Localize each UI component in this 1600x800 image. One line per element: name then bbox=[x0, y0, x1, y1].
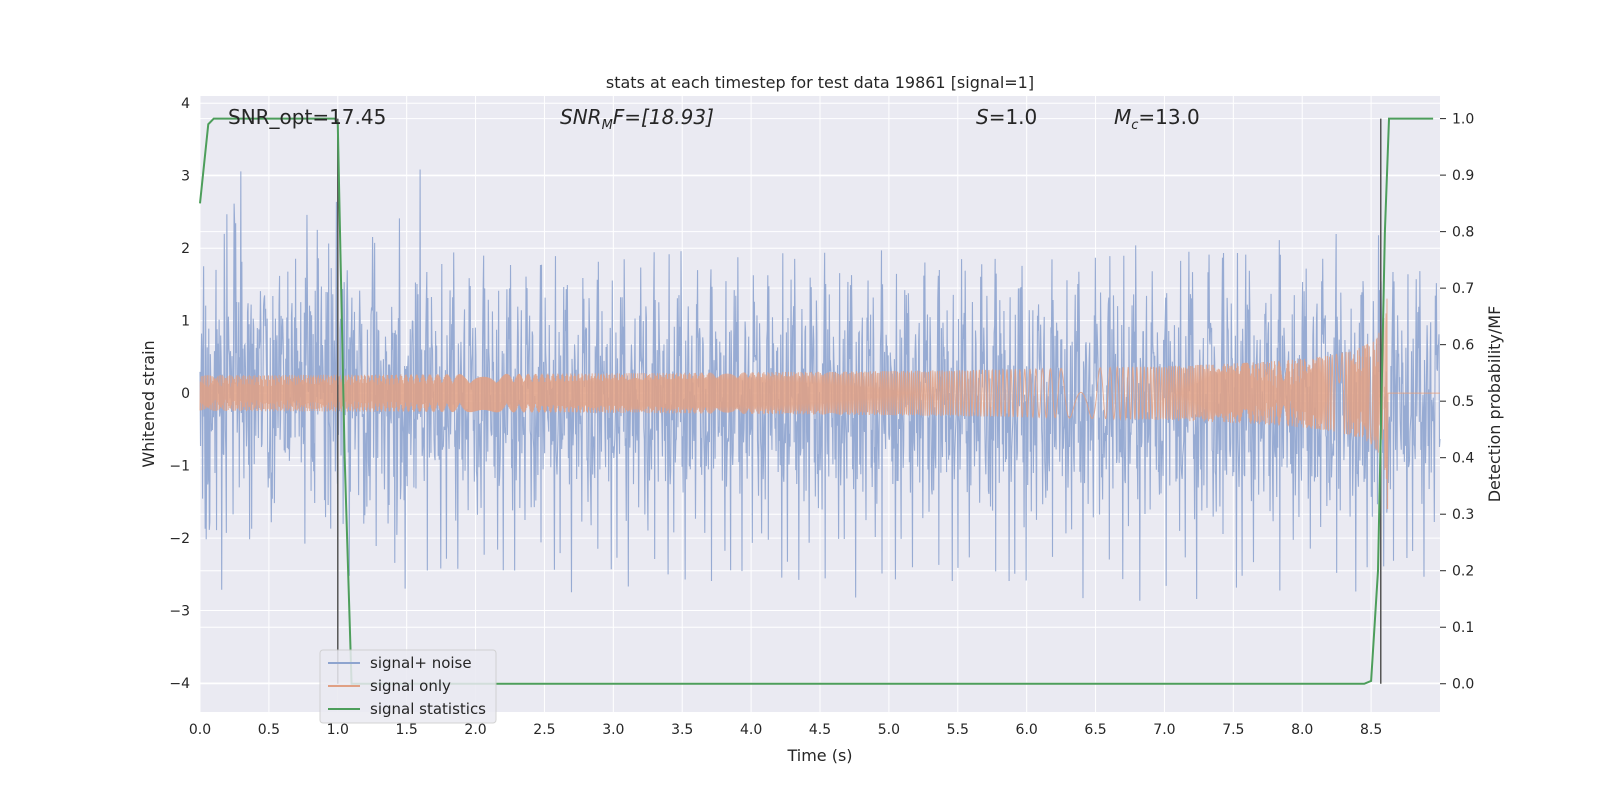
signal-only-line bbox=[199, 298, 1440, 509]
legend-label-stat: signal statistics bbox=[370, 700, 486, 718]
y-left-tick-label: −2 bbox=[169, 531, 190, 547]
y-right-tick-label: 0.0 bbox=[1452, 677, 1474, 693]
y-left-tick-label: 1 bbox=[181, 314, 190, 330]
chart-title: stats at each timestep for test data 198… bbox=[606, 73, 1034, 92]
x-tick-label: 3.0 bbox=[602, 722, 624, 738]
y-left-tick-label: 4 bbox=[181, 96, 190, 112]
series-signal-plus-noise bbox=[199, 169, 1441, 601]
x-tick-label: 6.0 bbox=[1016, 722, 1038, 738]
x-tick-label: 5.5 bbox=[947, 722, 969, 738]
y-right-tick-label: 0.6 bbox=[1452, 338, 1474, 354]
y-left-tick-label: −3 bbox=[169, 604, 190, 620]
y-left-tick-label: 0 bbox=[181, 386, 190, 402]
x-tick-label: 4.0 bbox=[740, 722, 762, 738]
legend-label-noise: signal+ noise bbox=[370, 654, 472, 672]
y-left-tick-label: 2 bbox=[181, 241, 190, 257]
y-right-tick-label: 0.9 bbox=[1452, 168, 1474, 184]
y-left-tick-label: −1 bbox=[169, 459, 190, 475]
y-right-axis-label: Detection probability/MF bbox=[1485, 306, 1504, 503]
legend-box bbox=[319, 649, 497, 724]
x-tick-label: 1.5 bbox=[396, 722, 418, 738]
y-right-tick-label: 0.2 bbox=[1452, 564, 1474, 580]
x-tick-label: 7.5 bbox=[1222, 722, 1244, 738]
x-tick-label: 4.5 bbox=[809, 722, 831, 738]
annotation-snr-mf: SNRMF=[18.93] bbox=[560, 105, 714, 133]
series-signal-statistics bbox=[199, 117, 1434, 685]
y-right-tick-label: 0.5 bbox=[1452, 394, 1474, 410]
signal-plus-noise-line bbox=[199, 169, 1441, 601]
annotation-snr-opt: SNR_opt=17.45 bbox=[228, 105, 386, 129]
x-tick-label: 2.5 bbox=[533, 722, 555, 738]
series-signal-only bbox=[199, 298, 1440, 509]
x-tick-label: 0.0 bbox=[189, 722, 211, 738]
annotation-s: S=1.0 bbox=[976, 105, 1037, 129]
y-left-axis-ticks: 4 3 2 1 0 −1 −2 −3 −4 bbox=[169, 96, 190, 692]
x-tick-label: 2.0 bbox=[464, 722, 486, 738]
signal-statistics-line bbox=[199, 117, 1434, 685]
x-tick-label: 3.5 bbox=[671, 722, 693, 738]
x-tick-label: 8.0 bbox=[1291, 722, 1313, 738]
x-axis-label: Time (s) bbox=[786, 746, 852, 765]
x-tick-label: 0.5 bbox=[258, 722, 280, 738]
x-tick-label: 7.0 bbox=[1153, 722, 1175, 738]
y-right-tick-label: 0.1 bbox=[1452, 620, 1474, 636]
legend-label-signal: signal only bbox=[370, 677, 451, 695]
x-tick-label: 6.5 bbox=[1084, 722, 1106, 738]
legend: signal+ noise signal only signal statist… bbox=[319, 649, 497, 724]
y-right-tick-label: 0.4 bbox=[1452, 451, 1474, 467]
x-axis-ticks: 0.0 0.5 1.0 1.5 2.0 2.5 3.0 3.5 4.0 4.5 5.0 5.5 6.0 6… bbox=[189, 722, 1382, 738]
y-left-axis-label: Whitened strain bbox=[139, 340, 158, 467]
y-left-tick-label: −4 bbox=[169, 676, 190, 692]
y-left-tick-label: 3 bbox=[181, 169, 190, 185]
y-right-tick-label: 0.8 bbox=[1452, 225, 1474, 241]
x-tick-label: 5.0 bbox=[878, 722, 900, 738]
x-tick-label: 8.5 bbox=[1360, 722, 1382, 738]
y-right-tick-label: 0.7 bbox=[1452, 281, 1474, 297]
y-right-tick-label: 1.0 bbox=[1452, 112, 1474, 128]
x-tick-label: 1.0 bbox=[327, 722, 349, 738]
annotation-mc: Mc=13.0 bbox=[1114, 105, 1200, 133]
y-right-axis-ticks: 1.0 0.9 0.8 0.7 0.6 0.5 0.4 0.3 0.2 0.1 0.0 bbox=[1440, 112, 1474, 693]
y-right-tick-label: 0.3 bbox=[1452, 507, 1474, 523]
